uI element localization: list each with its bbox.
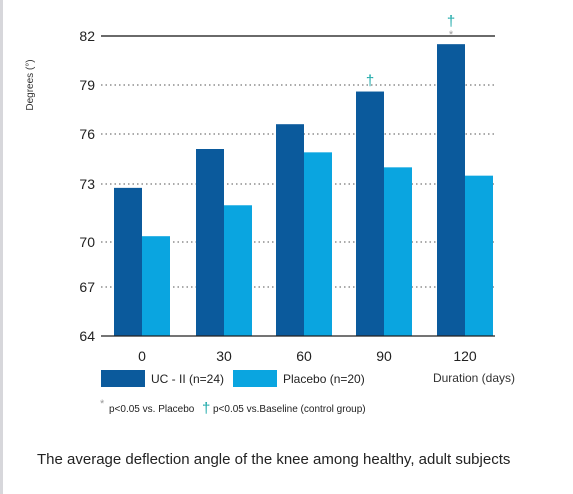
dagger-marker-90: †: [366, 73, 374, 90]
bar-placebo-0: [142, 236, 170, 336]
page-left-rule: [0, 0, 3, 494]
footnote-star-text: p<0.05 vs. Placebo: [109, 404, 195, 415]
y-tick-label-70: 70: [79, 234, 95, 250]
star-marker-120: *: [449, 29, 454, 41]
legend: UC - II (n=24) Placebo (n=20): [101, 370, 365, 387]
bar-uc-ii-90: [356, 91, 384, 337]
x-tick-label-30: 30: [216, 348, 232, 364]
y-tick-label-64: 64: [79, 328, 95, 344]
grid-lines: [101, 35, 495, 288]
bar-placebo-60: [304, 152, 332, 336]
y-tick-label-73: 73: [79, 176, 95, 192]
x-tick-label-90: 90: [376, 348, 392, 364]
footnote-dagger-symbol: †: [202, 400, 210, 417]
y-tick-label-76: 76: [79, 126, 95, 142]
footnotes: * p<0.05 vs. Placebo † p<0.05 vs.Baselin…: [100, 398, 366, 417]
footnote-dagger-text: p<0.05 vs.Baseline (control group): [213, 404, 366, 415]
legend-label-placebo: Placebo (n=20): [283, 372, 365, 386]
y-tick-label-67: 67: [79, 279, 95, 295]
y-axis-label: Degrees (°): [25, 59, 36, 110]
legend-swatch-uc-ii: [101, 370, 145, 387]
significance-markers: ††*: [366, 13, 455, 89]
footnote-star-symbol: *: [100, 398, 105, 410]
legend-label-uc-ii: UC - II (n=24): [151, 372, 224, 386]
y-tick-label-82: 82: [79, 28, 95, 44]
x-tick-label-120: 120: [453, 348, 477, 364]
figure-caption: The average deflection angle of the knee…: [37, 451, 511, 468]
bar-placebo-90: [384, 167, 412, 336]
bar-uc-ii-120: [437, 44, 465, 337]
x-tick-labels: 0 30 60 90 120: [138, 348, 477, 364]
legend-swatch-placebo: [233, 370, 277, 387]
bar-uc-ii-30: [196, 149, 224, 336]
bar-uc-ii-0: [114, 187, 142, 336]
dagger-marker-120: †: [447, 13, 455, 30]
x-tick-label-0: 0: [138, 348, 146, 364]
bar-uc-ii-60: [276, 124, 304, 336]
bar-placebo-120: [465, 175, 493, 336]
bar-placebo-30: [224, 205, 252, 336]
x-tick-label-60: 60: [296, 348, 312, 364]
y-tick-label-79: 79: [79, 77, 95, 93]
y-tick-labels: 64 67 70 73 76 79 82: [79, 28, 95, 344]
bars: [114, 44, 493, 337]
x-axis-label: Duration (days): [433, 371, 515, 385]
